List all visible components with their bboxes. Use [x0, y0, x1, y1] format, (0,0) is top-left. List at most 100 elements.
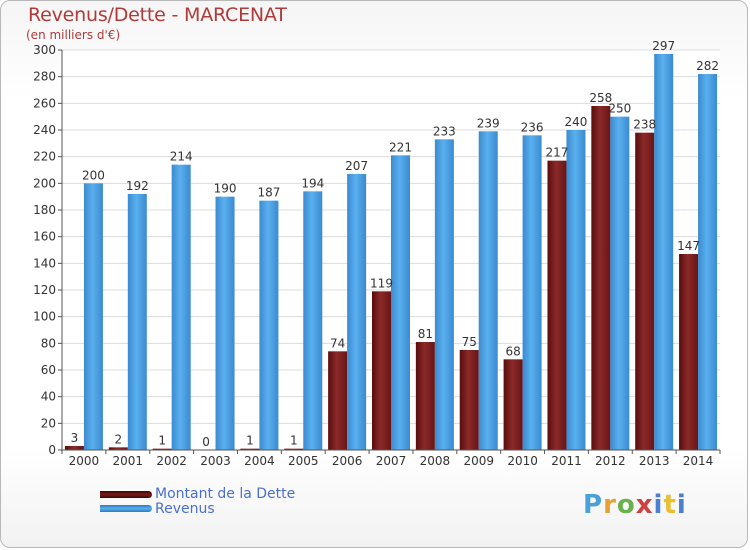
y-tick-label: 220	[33, 150, 56, 164]
bar-debt-2009	[459, 350, 479, 450]
legend-label-debt: Montant de la Dette	[155, 486, 296, 502]
y-tick-label: 100	[33, 310, 56, 324]
data-label-revenue-2000: 200	[82, 168, 105, 182]
data-label-debt-2011: 217	[546, 146, 569, 160]
data-label-debt-2014: 147	[677, 239, 700, 253]
x-tick-label: 2003	[200, 454, 231, 468]
x-tick-label: 2012	[595, 454, 626, 468]
y-tick-label: 80	[41, 336, 56, 350]
bar-revenue-2004	[259, 200, 279, 450]
bar-revenue-2012	[610, 116, 630, 451]
x-tick-label: 2000	[69, 454, 100, 468]
y-tick-label: 40	[41, 390, 56, 404]
bar-revenue-2005	[303, 191, 323, 451]
bar-debt-2004	[240, 448, 260, 451]
axis-layer: 0204060801001201401601802002202402602803…	[33, 43, 721, 468]
y-tick-label: 120	[33, 283, 56, 297]
data-label-revenue-2003: 190	[214, 182, 237, 196]
x-tick-label: 2008	[420, 454, 451, 468]
data-label-revenue-2014: 282	[696, 59, 719, 73]
data-label-debt-2003: 0	[202, 435, 210, 449]
bar-debt-2011	[547, 160, 567, 450]
bar-layer	[64, 54, 718, 451]
data-label-debt-2013: 238	[633, 118, 656, 132]
chart-subtitle: (en milliers d'€)	[26, 28, 121, 42]
x-tick-label: 2006	[332, 454, 363, 468]
bar-revenue-2006	[347, 174, 367, 450]
data-label-revenue-2008: 233	[433, 124, 456, 138]
x-tick-label: 2004	[244, 454, 275, 468]
bar-debt-2012	[591, 106, 611, 450]
bar-revenue-2000	[83, 183, 103, 451]
bar-debt-2008	[415, 342, 435, 450]
bar-debt-2014	[679, 254, 699, 450]
y-tick-label: 160	[33, 230, 56, 244]
proxiti-logo: Proxiti	[583, 490, 687, 520]
legend-swatch-debt	[100, 491, 152, 498]
data-label-debt-2001: 2	[114, 432, 122, 446]
data-label-revenue-2012: 250	[608, 102, 631, 116]
data-label-debt-2006: 74	[330, 336, 345, 350]
data-label-revenue-2004: 187	[257, 186, 280, 200]
data-label-revenue-2001: 192	[126, 179, 149, 193]
y-tick-label: 300	[33, 43, 56, 57]
data-label-revenue-2013: 297	[652, 39, 675, 53]
x-tick-label: 2002	[156, 454, 187, 468]
data-label-revenue-2006: 207	[345, 159, 368, 173]
x-tick-label: 2001	[113, 454, 144, 468]
data-label-debt-2005: 1	[290, 434, 298, 448]
bar-debt-2006	[328, 351, 348, 450]
bar-revenue-2009	[478, 131, 498, 451]
data-label-debt-2010: 68	[505, 344, 520, 358]
bar-debt-2001	[108, 447, 128, 450]
data-label-revenue-2011: 240	[565, 115, 588, 129]
y-tick-label: 200	[33, 176, 56, 190]
legend-label-revenue: Revenus	[155, 501, 215, 517]
chart-title: Revenus/Dette - MARCENAT	[28, 4, 287, 26]
data-label-revenue-2005: 194	[301, 176, 324, 190]
bar-revenue-2001	[127, 194, 147, 450]
bar-debt-2002	[152, 448, 172, 451]
bar-revenue-2014	[698, 74, 718, 450]
bar-debt-2005	[284, 448, 304, 451]
bar-revenue-2007	[391, 155, 410, 451]
data-label-debt-2000: 3	[71, 431, 79, 445]
y-tick-label: 60	[41, 363, 56, 377]
x-tick-label: 2011	[551, 454, 582, 468]
x-tick-label: 2007	[376, 454, 407, 468]
y-tick-label: 0	[48, 443, 56, 457]
bar-revenue-2010	[522, 135, 542, 451]
data-label-revenue-2002: 214	[170, 150, 193, 164]
data-label-revenue-2010: 236	[521, 120, 544, 134]
data-label-debt-2004: 1	[246, 434, 254, 448]
data-label-debt-2012: 258	[589, 91, 612, 105]
bar-debt-2013	[635, 132, 655, 450]
bar-revenue-2008	[434, 139, 454, 451]
bar-revenue-2002	[171, 164, 191, 450]
y-tick-label: 20	[41, 416, 56, 430]
x-tick-label: 2009	[463, 454, 494, 468]
x-tick-label: 2010	[507, 454, 538, 468]
data-label-revenue-2009: 239	[477, 116, 500, 130]
bar-debt-2007	[372, 291, 391, 450]
x-tick-label: 2014	[683, 454, 714, 468]
y-tick-label: 240	[33, 123, 56, 137]
data-label-debt-2007: 119	[370, 276, 393, 290]
data-label-debt-2002: 1	[158, 434, 166, 448]
y-tick-label: 140	[33, 256, 56, 270]
x-tick-label: 2005	[288, 454, 319, 468]
bar-revenue-2011	[566, 130, 586, 450]
label-layer: 3 200 2 192 1 214 0 190 1 187 1 194 74 207 119 221 81 233…	[71, 39, 719, 449]
y-tick-label: 280	[33, 70, 56, 84]
y-tick-label: 260	[33, 96, 56, 110]
bar-debt-2010	[503, 359, 523, 450]
bar-debt-2000	[64, 446, 84, 450]
y-tick-label: 180	[33, 203, 56, 217]
data-label-revenue-2007: 221	[389, 140, 412, 154]
x-tick-label: 2013	[639, 454, 670, 468]
data-label-debt-2008: 81	[418, 327, 433, 341]
legend-swatch-revenue	[100, 505, 152, 512]
data-label-debt-2009: 75	[462, 335, 477, 349]
bar-revenue-2013	[654, 54, 674, 450]
